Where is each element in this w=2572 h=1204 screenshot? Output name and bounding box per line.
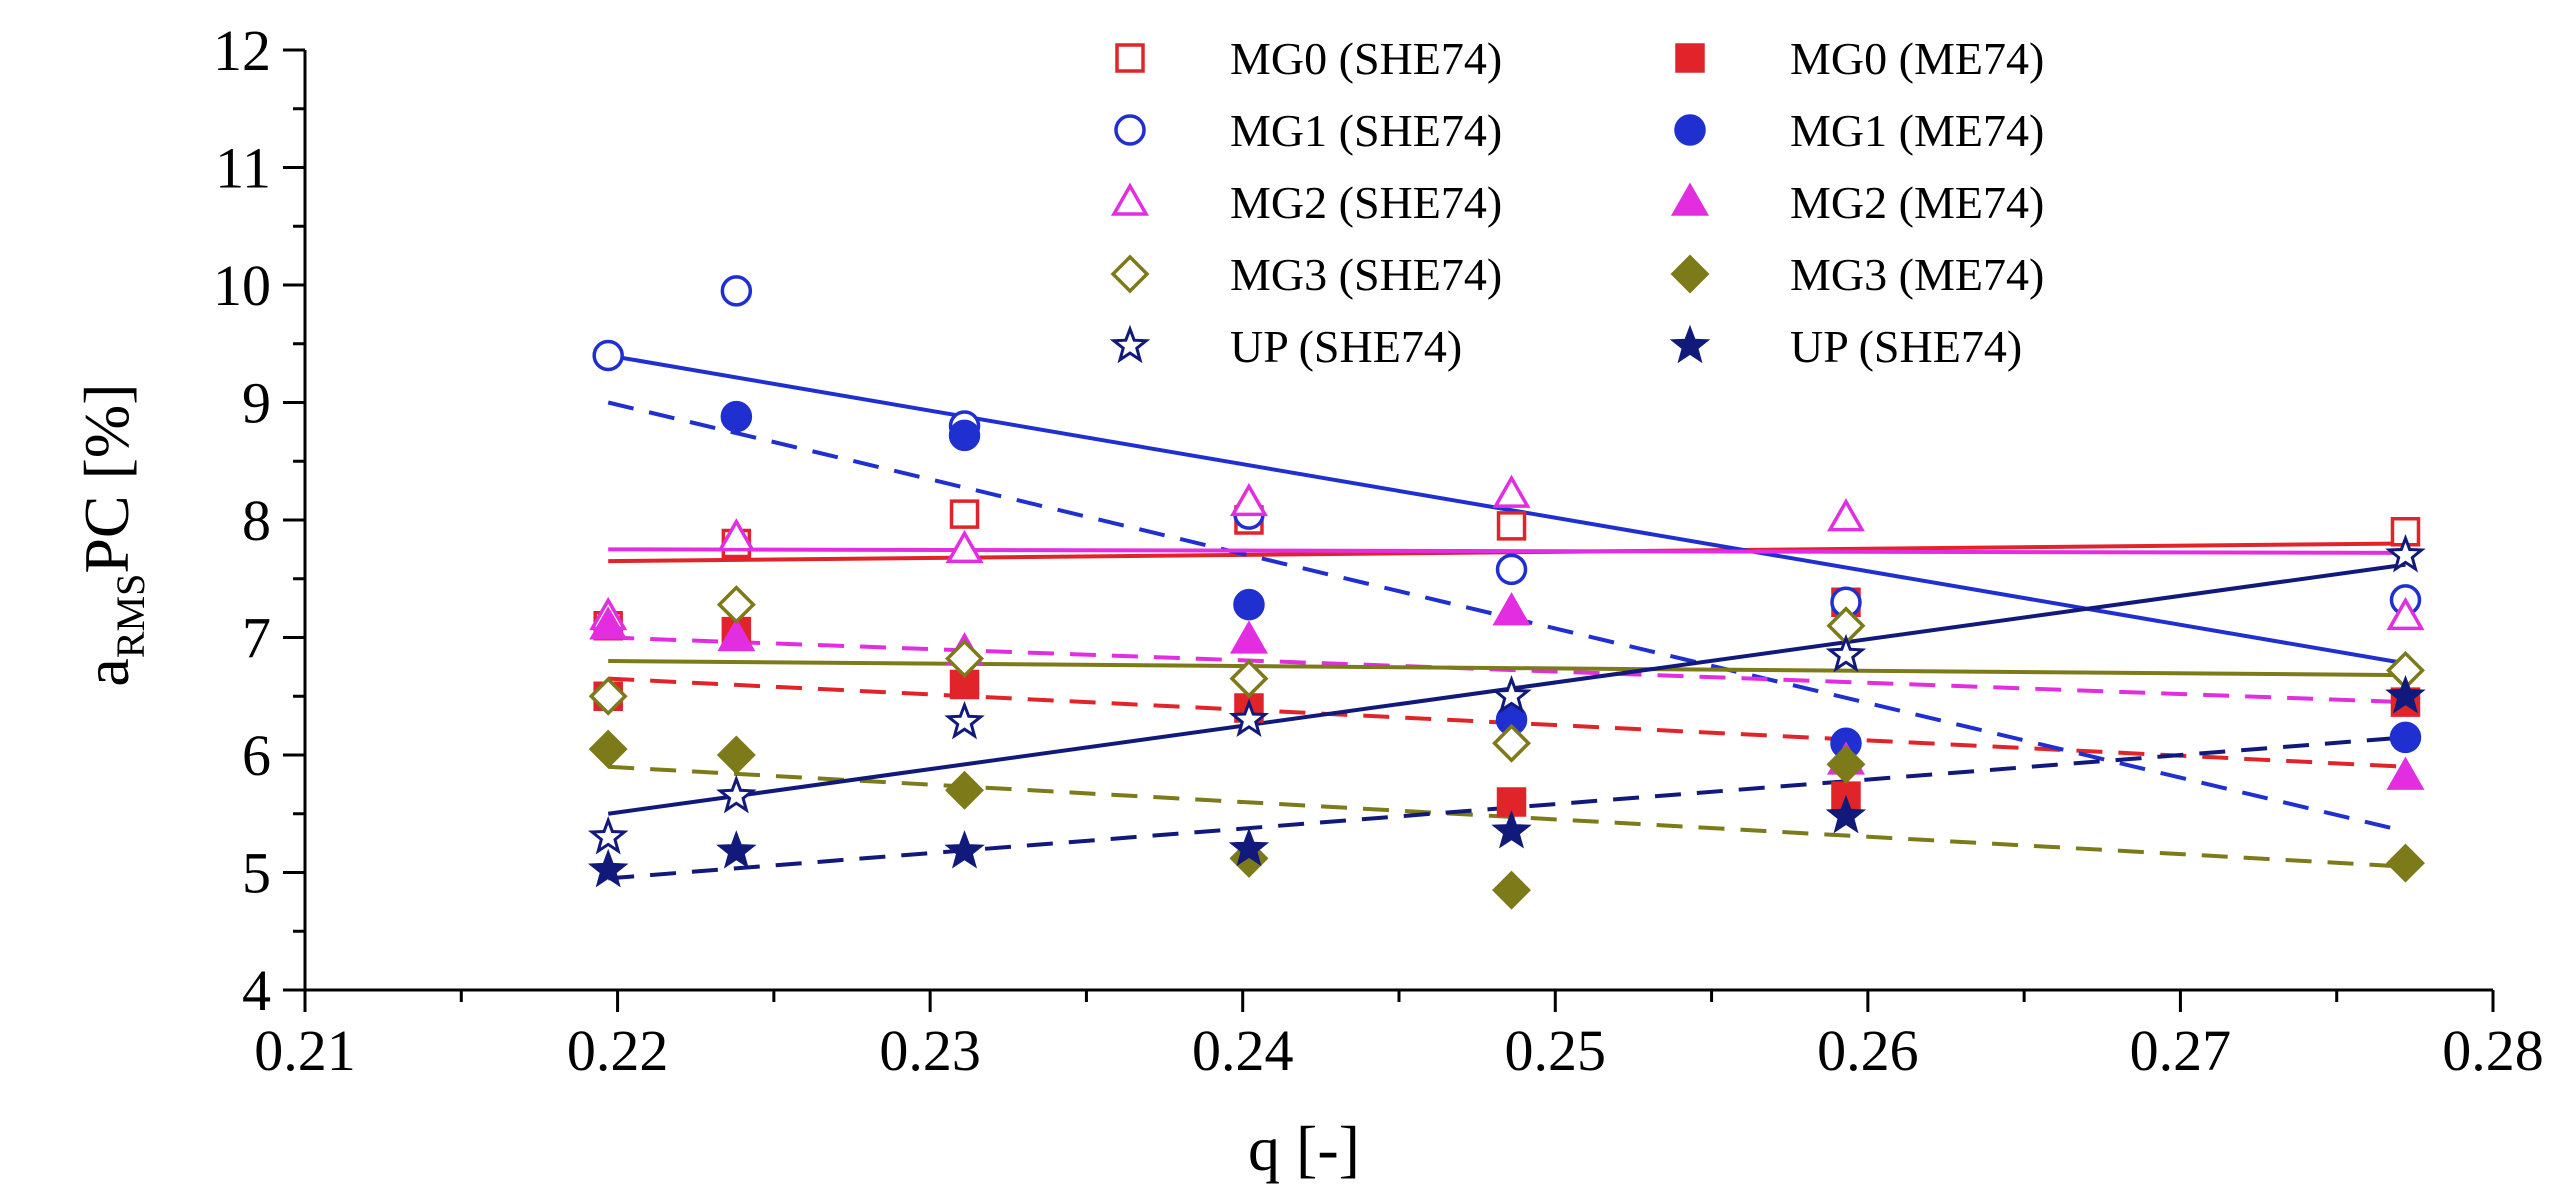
legend: MG0 (SHE74) MG0 (ME74) MG1 (SHE74) MG1 (ME7… [1109, 33, 2044, 372]
point-s7-p1 [716, 735, 756, 775]
legend-label-2: MG1 (SHE74) [1230, 105, 1502, 156]
data-points [587, 275, 2426, 910]
point-s0-p4 [1496, 511, 1527, 541]
point-s4-p2 [945, 529, 984, 564]
point-s9-p4 [1491, 810, 1532, 849]
point-s5-p1 [717, 617, 756, 652]
point-s8-p4 [1491, 675, 1532, 714]
y-tick-label: 4 [242, 958, 271, 1023]
point-s5-p0 [589, 606, 628, 640]
y-axis-title-sub: RMS [108, 574, 153, 659]
legend-marker-1 [1675, 43, 1705, 73]
point-s9-p2 [944, 830, 985, 869]
point-s7-p0 [588, 729, 628, 769]
point-s9-p1 [716, 830, 757, 869]
legend-marker-9 [1669, 324, 1711, 364]
point-s2-p4 [1495, 553, 1528, 586]
point-s5-p3 [1229, 620, 1268, 654]
x-tick-label: 0.24 [1192, 1018, 1294, 1083]
point-s4-p3 [1229, 482, 1268, 517]
point-s2-p0 [592, 339, 624, 372]
y-tick-label: 11 [215, 136, 271, 201]
point-s2-p1 [720, 275, 753, 307]
point-s0-p2 [949, 499, 980, 529]
legend-marker-7 [1670, 254, 1710, 294]
legend-label-1: MG0 (ME74) [1790, 33, 2044, 84]
y-axis-title: aRMSPC [%] [71, 383, 153, 686]
x-tick-label: 0.22 [567, 1018, 669, 1083]
legend-label-0: MG0 (SHE74) [1230, 33, 1502, 84]
fit-line-6 [608, 659, 2406, 678]
legend-label-5: MG2 (ME74) [1790, 177, 2044, 228]
fit-line-3 [607, 400, 2406, 834]
point-s8-p5 [1825, 633, 1867, 673]
point-s7-p4 [1492, 870, 1532, 910]
point-s8-p3 [1228, 698, 1270, 737]
point-s8-p1 [716, 774, 757, 814]
y-axis-title-main: a [71, 658, 142, 686]
y-tick-label: 6 [242, 723, 271, 788]
x-tick-label: 0.26 [1817, 1018, 1919, 1083]
legend-marker-3 [1674, 114, 1706, 146]
point-s3-p5 [2389, 721, 2422, 754]
y-tick-label: 8 [242, 488, 271, 553]
x-tick-label: 0.25 [1505, 1018, 1607, 1083]
x-tick-label: 0.21 [254, 1018, 356, 1083]
point-s6-p1 [716, 585, 756, 625]
point-s3-p1 [948, 419, 981, 452]
point-s5-p4 [1492, 592, 1531, 626]
x-tick-label: 0.23 [879, 1018, 981, 1083]
point-s9-p0 [587, 848, 629, 888]
point-s4-p4 [1492, 474, 1531, 508]
point-s9-p5 [1825, 794, 1867, 834]
point-s3-p2 [1233, 588, 1265, 621]
point-s4-p1 [717, 518, 756, 552]
y-tick-label: 7 [242, 606, 271, 671]
legend-label-8: UP (SHE74) [1230, 321, 1462, 372]
y-tick-label: 12 [213, 18, 271, 83]
fit-line-4 [608, 547, 2406, 555]
y-tick-label: 9 [242, 371, 271, 436]
fit-line-2 [607, 353, 2406, 666]
legend-label-4: MG2 (SHE74) [1230, 177, 1502, 228]
x-tick-label: 0.28 [2442, 1018, 2544, 1083]
legend-label-7: MG3 (ME74) [1790, 249, 2044, 300]
legend-marker-6 [1110, 254, 1150, 294]
legend-label-3: MG1 (ME74) [1790, 105, 2044, 156]
tick-labels: 0.21 0.22 0.23 0.24 0.25 0.26 0.27 0.28 4 5 6 7 8 9 10… [213, 18, 2544, 1083]
point-s9-p6 [2385, 675, 2426, 714]
point-s4-p5 [1826, 498, 1865, 532]
legend-label-6: MG3 (SHE74) [1230, 249, 1502, 300]
point-s5-p6 [2386, 756, 2425, 790]
legend-marker-0 [1115, 43, 1145, 73]
point-s7-p6 [2386, 843, 2425, 883]
legend-marker-4 [1110, 182, 1150, 216]
point-s3-p0 [720, 400, 753, 433]
ticks [283, 48, 2495, 1012]
y-tick-label: 5 [242, 841, 271, 906]
point-s8-p6 [2385, 534, 2426, 573]
point-s6-p2 [945, 639, 985, 679]
legend-marker-5 [1670, 182, 1710, 216]
legend-label-9: UP (SHE74) [1790, 321, 2022, 372]
point-s6-p3 [1229, 659, 1269, 699]
legend-marker-2 [1114, 114, 1146, 146]
legend-marker-8 [1109, 324, 1151, 364]
x-axis-title: q [-] [1248, 1113, 1360, 1184]
point-s9-p3 [1228, 827, 1270, 867]
point-s7-p5 [1826, 744, 1866, 784]
point-s6-p0 [588, 676, 628, 716]
x-tick-label: 0.27 [2130, 1018, 2232, 1083]
point-s6-p4 [1492, 723, 1532, 763]
point-s4-p6 [2386, 596, 2425, 631]
y-axis-title-rest: PC [%] [71, 383, 142, 573]
point-s7-p2 [945, 770, 985, 810]
point-s8-p0 [587, 816, 629, 855]
point-s8-p2 [944, 700, 985, 740]
y-tick-label: 10 [213, 253, 271, 318]
